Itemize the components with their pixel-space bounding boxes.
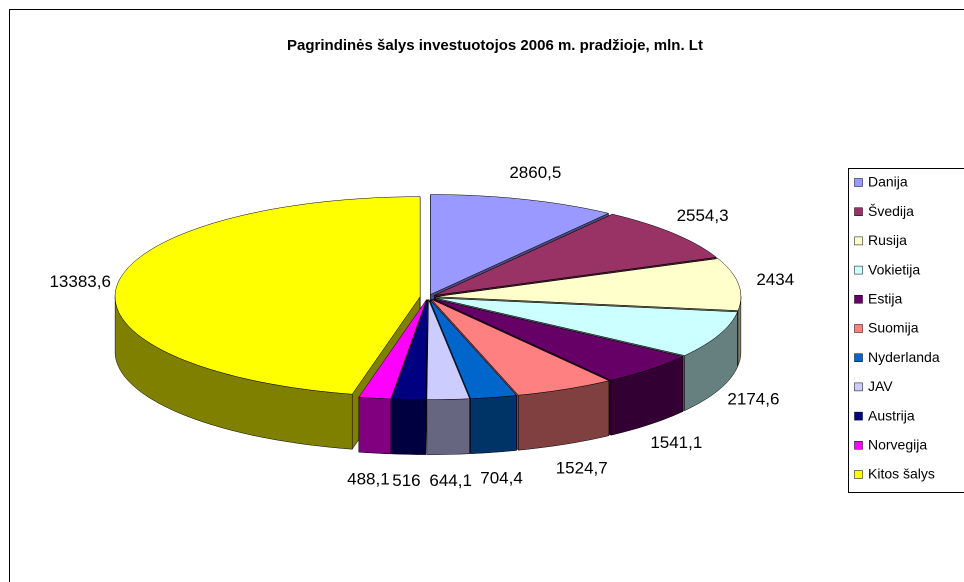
legend-label: Švedija [868, 203, 914, 219]
legend-swatch [854, 353, 863, 362]
slice [433, 298, 684, 381]
legend-swatch [854, 295, 863, 304]
data-label: 1541,1 [650, 433, 702, 452]
slice [426, 299, 470, 400]
data-label: 704,4 [480, 469, 523, 488]
legend-label: Nyderlanda [868, 349, 940, 365]
data-label: 2860,5 [509, 163, 561, 182]
slice [435, 258, 742, 311]
legend-swatch [854, 324, 863, 333]
slice [434, 213, 717, 296]
slice-wall [470, 395, 517, 454]
slice [358, 299, 427, 400]
legend-label: Kitos šalys [868, 466, 935, 482]
legend-swatch [854, 470, 863, 479]
slice [435, 297, 738, 356]
data-label: 488,1 [347, 470, 390, 489]
data-label: 2174,6 [727, 389, 779, 408]
legend-label: JAV [868, 378, 893, 394]
legend-swatch [854, 411, 863, 421]
chart-title: Pagrindinės šalys investuotojos 2006 m. … [287, 37, 703, 54]
legend-swatch [854, 236, 863, 246]
legend-swatch [854, 382, 863, 392]
legend-swatch [854, 265, 863, 275]
legend-swatch [854, 178, 863, 187]
slice [431, 299, 610, 396]
legend-box [848, 168, 964, 493]
data-label: 2554,3 [677, 206, 729, 225]
data-label: 516 [392, 471, 420, 490]
slice [430, 194, 610, 295]
slice [114, 196, 421, 395]
legend-label: Vokietija [868, 261, 920, 277]
data-label: 13383,6 [49, 272, 110, 291]
slice [429, 299, 518, 399]
data-label: 2434 [756, 270, 794, 289]
legend-label: Austrija [868, 407, 915, 423]
data-label: 1524,7 [556, 458, 608, 477]
slice [391, 299, 428, 400]
legend-swatch [854, 441, 863, 450]
legend-label: Rusija [868, 232, 907, 248]
legend-label: Estija [868, 291, 902, 307]
slice-wall [426, 398, 470, 455]
slice-wall [391, 398, 427, 455]
data-label: 644,1 [429, 471, 472, 490]
legend-label: Norvegija [868, 437, 927, 453]
slice-wall [358, 396, 392, 455]
legend-label: Danija [868, 174, 908, 190]
legend-swatch [854, 207, 863, 216]
legend-label: Suomija [868, 320, 919, 336]
